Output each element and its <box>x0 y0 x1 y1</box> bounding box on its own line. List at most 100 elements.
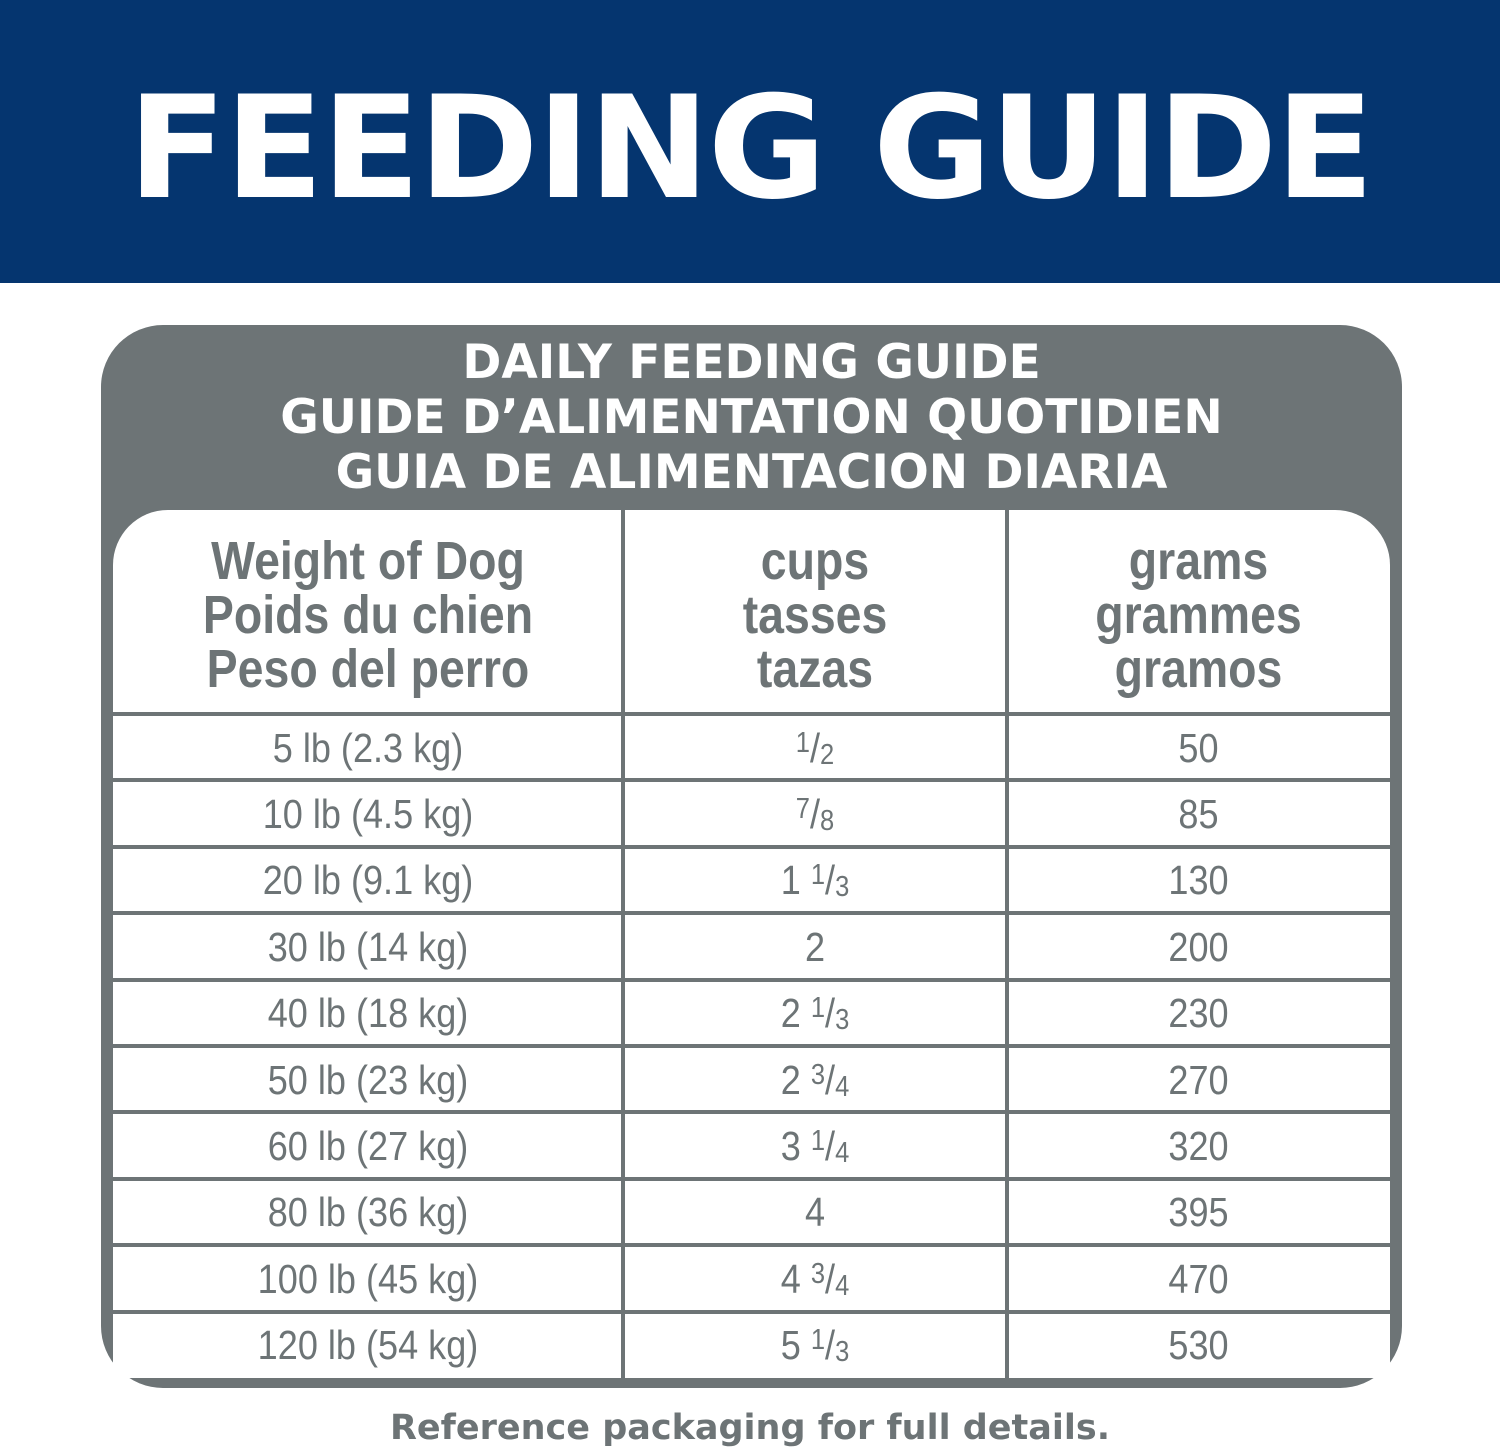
cups-cell: 4 3/4 <box>646 1247 984 1311</box>
weight-cell: 10 lb (4.5 kg) <box>262 791 474 838</box>
cups-denominator: 3 <box>835 871 850 904</box>
weight-cell: 80 lb (36 kg) <box>267 1189 469 1236</box>
header-line: grams <box>1128 531 1269 591</box>
fraction-slash: / <box>825 1123 836 1170</box>
grams-cell: 50 <box>1178 724 1219 771</box>
weight-cell: 20 lb (9.1 kg) <box>262 857 474 904</box>
cups-value: 5 1/3 <box>781 1322 850 1369</box>
cups-numerator: 1 <box>795 726 810 759</box>
cups-cell: 1/2 <box>646 716 984 780</box>
header-line: cups <box>760 531 870 591</box>
header-line: Weight of Dog <box>211 531 525 591</box>
cups-numerator: 3 <box>810 1058 826 1091</box>
cups-cell: 5 1/3 <box>646 1314 984 1378</box>
cups-value: 4 <box>805 1189 825 1236</box>
cups-value: 1 1/3 <box>781 857 850 904</box>
cups-whole: 4 <box>780 1255 801 1302</box>
weight-cell: 5 lb (2.3 kg) <box>272 724 464 771</box>
weight-cell: 30 lb (14 kg) <box>267 923 469 970</box>
weight-cell: 60 lb (27 kg) <box>267 1123 469 1170</box>
cups-numerator: 1 <box>810 1125 826 1158</box>
cups-whole: 5 <box>780 1322 801 1369</box>
cups-denominator: 4 <box>835 1269 850 1302</box>
cups-value: 2 3/4 <box>781 1057 850 1104</box>
weight-cell: 50 lb (23 kg) <box>267 1056 469 1103</box>
row-divider <box>113 712 1390 716</box>
cups-whole: 2 <box>780 990 801 1037</box>
header-line: Poids du chien <box>202 585 534 645</box>
grams-cell: 395 <box>1168 1189 1229 1236</box>
fraction-slash: / <box>809 791 821 838</box>
guide-title-es: GUIA DE ALIMENTACION DIARIA <box>335 445 1168 500</box>
cups-value: 2 <box>805 924 825 971</box>
grams-cell: 130 <box>1168 857 1229 904</box>
header-line: grammes <box>1095 585 1302 645</box>
cups-denominator: 3 <box>835 1004 850 1037</box>
cups-denominator: 4 <box>835 1137 850 1170</box>
cups-cell: 7/8 <box>646 782 984 846</box>
cups-denominator: 2 <box>820 738 835 771</box>
fraction-slash: / <box>825 1322 836 1369</box>
cups-cell: 2 3/4 <box>646 1048 984 1112</box>
feeding-guide-panel: DAILY FEEDING GUIDE GUIDE D’ALIMENTATION… <box>101 325 1402 1388</box>
cups-whole: 2 <box>780 1056 801 1103</box>
cups-header: cups tasses tazas <box>650 520 980 710</box>
cups-value: 1/2 <box>796 725 834 772</box>
cups-whole: 1 <box>780 857 801 904</box>
grams-cell: 230 <box>1168 990 1229 1037</box>
fraction-slash: / <box>825 1255 836 1302</box>
banner-title: FEEDING GUIDE <box>127 66 1375 231</box>
row-divider <box>113 1110 1390 1115</box>
banner: FEEDING GUIDE <box>0 0 1500 283</box>
column-divider <box>1005 510 1009 1378</box>
cups-numerator: 1 <box>810 859 826 892</box>
guide-title-en: DAILY FEEDING GUIDE <box>462 335 1041 390</box>
cups-value: 7/8 <box>796 791 834 838</box>
grams-cell: 85 <box>1178 791 1219 838</box>
grams-cell: 530 <box>1168 1322 1229 1369</box>
grams-header: grams grammes gramos <box>1034 520 1363 710</box>
fraction-slash: / <box>825 990 836 1037</box>
grams-cell: 200 <box>1168 923 1229 970</box>
fraction-slash: / <box>825 1056 836 1103</box>
header-line: Peso del perro <box>206 639 530 699</box>
guide-title-fr: GUIDE D’ALIMENTATION QUOTIDIEN <box>280 390 1223 445</box>
cups-whole: 2 <box>804 923 826 970</box>
weight-cell: 100 lb (45 kg) <box>257 1255 479 1302</box>
cups-denominator: 4 <box>835 1070 850 1103</box>
grams-cell: 470 <box>1168 1255 1229 1302</box>
row-divider <box>113 778 1390 783</box>
weight-cell: 120 lb (54 kg) <box>257 1322 479 1369</box>
row-divider <box>113 1309 1390 1314</box>
cups-value: 4 3/4 <box>781 1256 850 1303</box>
header-line: gramos <box>1114 639 1283 699</box>
row-divider <box>113 911 1390 916</box>
cups-cell: 3 1/4 <box>646 1114 984 1178</box>
row-divider <box>113 844 1390 849</box>
header-line: tazas <box>756 639 874 699</box>
header-line: tasses <box>742 585 888 645</box>
cups-whole: 3 <box>780 1123 801 1170</box>
cups-numerator: 1 <box>810 1324 826 1357</box>
cups-cell: 4 <box>646 1181 984 1245</box>
cups-whole: 4 <box>804 1189 826 1236</box>
row-divider <box>113 1243 1390 1248</box>
cups-value: 3 1/4 <box>781 1123 850 1170</box>
weight-header: Weight of Dog Poids du chien Peso del perr… <box>149 520 588 710</box>
grams-cell: 320 <box>1168 1123 1229 1170</box>
cups-cell: 1 1/3 <box>646 849 984 913</box>
row-divider <box>113 977 1390 982</box>
cups-cell: 2 <box>646 915 984 979</box>
footer-note: Reference packaging for full details. <box>389 1408 1111 1448</box>
fraction-slash: / <box>825 857 836 904</box>
cups-numerator: 7 <box>795 793 810 826</box>
row-divider <box>113 1176 1390 1181</box>
row-divider <box>113 1044 1390 1048</box>
cups-numerator: 1 <box>810 992 826 1025</box>
cups-denominator: 3 <box>835 1336 850 1369</box>
cups-value: 2 1/3 <box>781 990 850 1037</box>
cups-denominator: 8 <box>820 805 835 838</box>
grams-cell: 270 <box>1168 1056 1229 1103</box>
feeding-table: Weight of Dog Poids du chien Peso del perr… <box>113 510 1390 1378</box>
cups-numerator: 3 <box>810 1257 826 1290</box>
